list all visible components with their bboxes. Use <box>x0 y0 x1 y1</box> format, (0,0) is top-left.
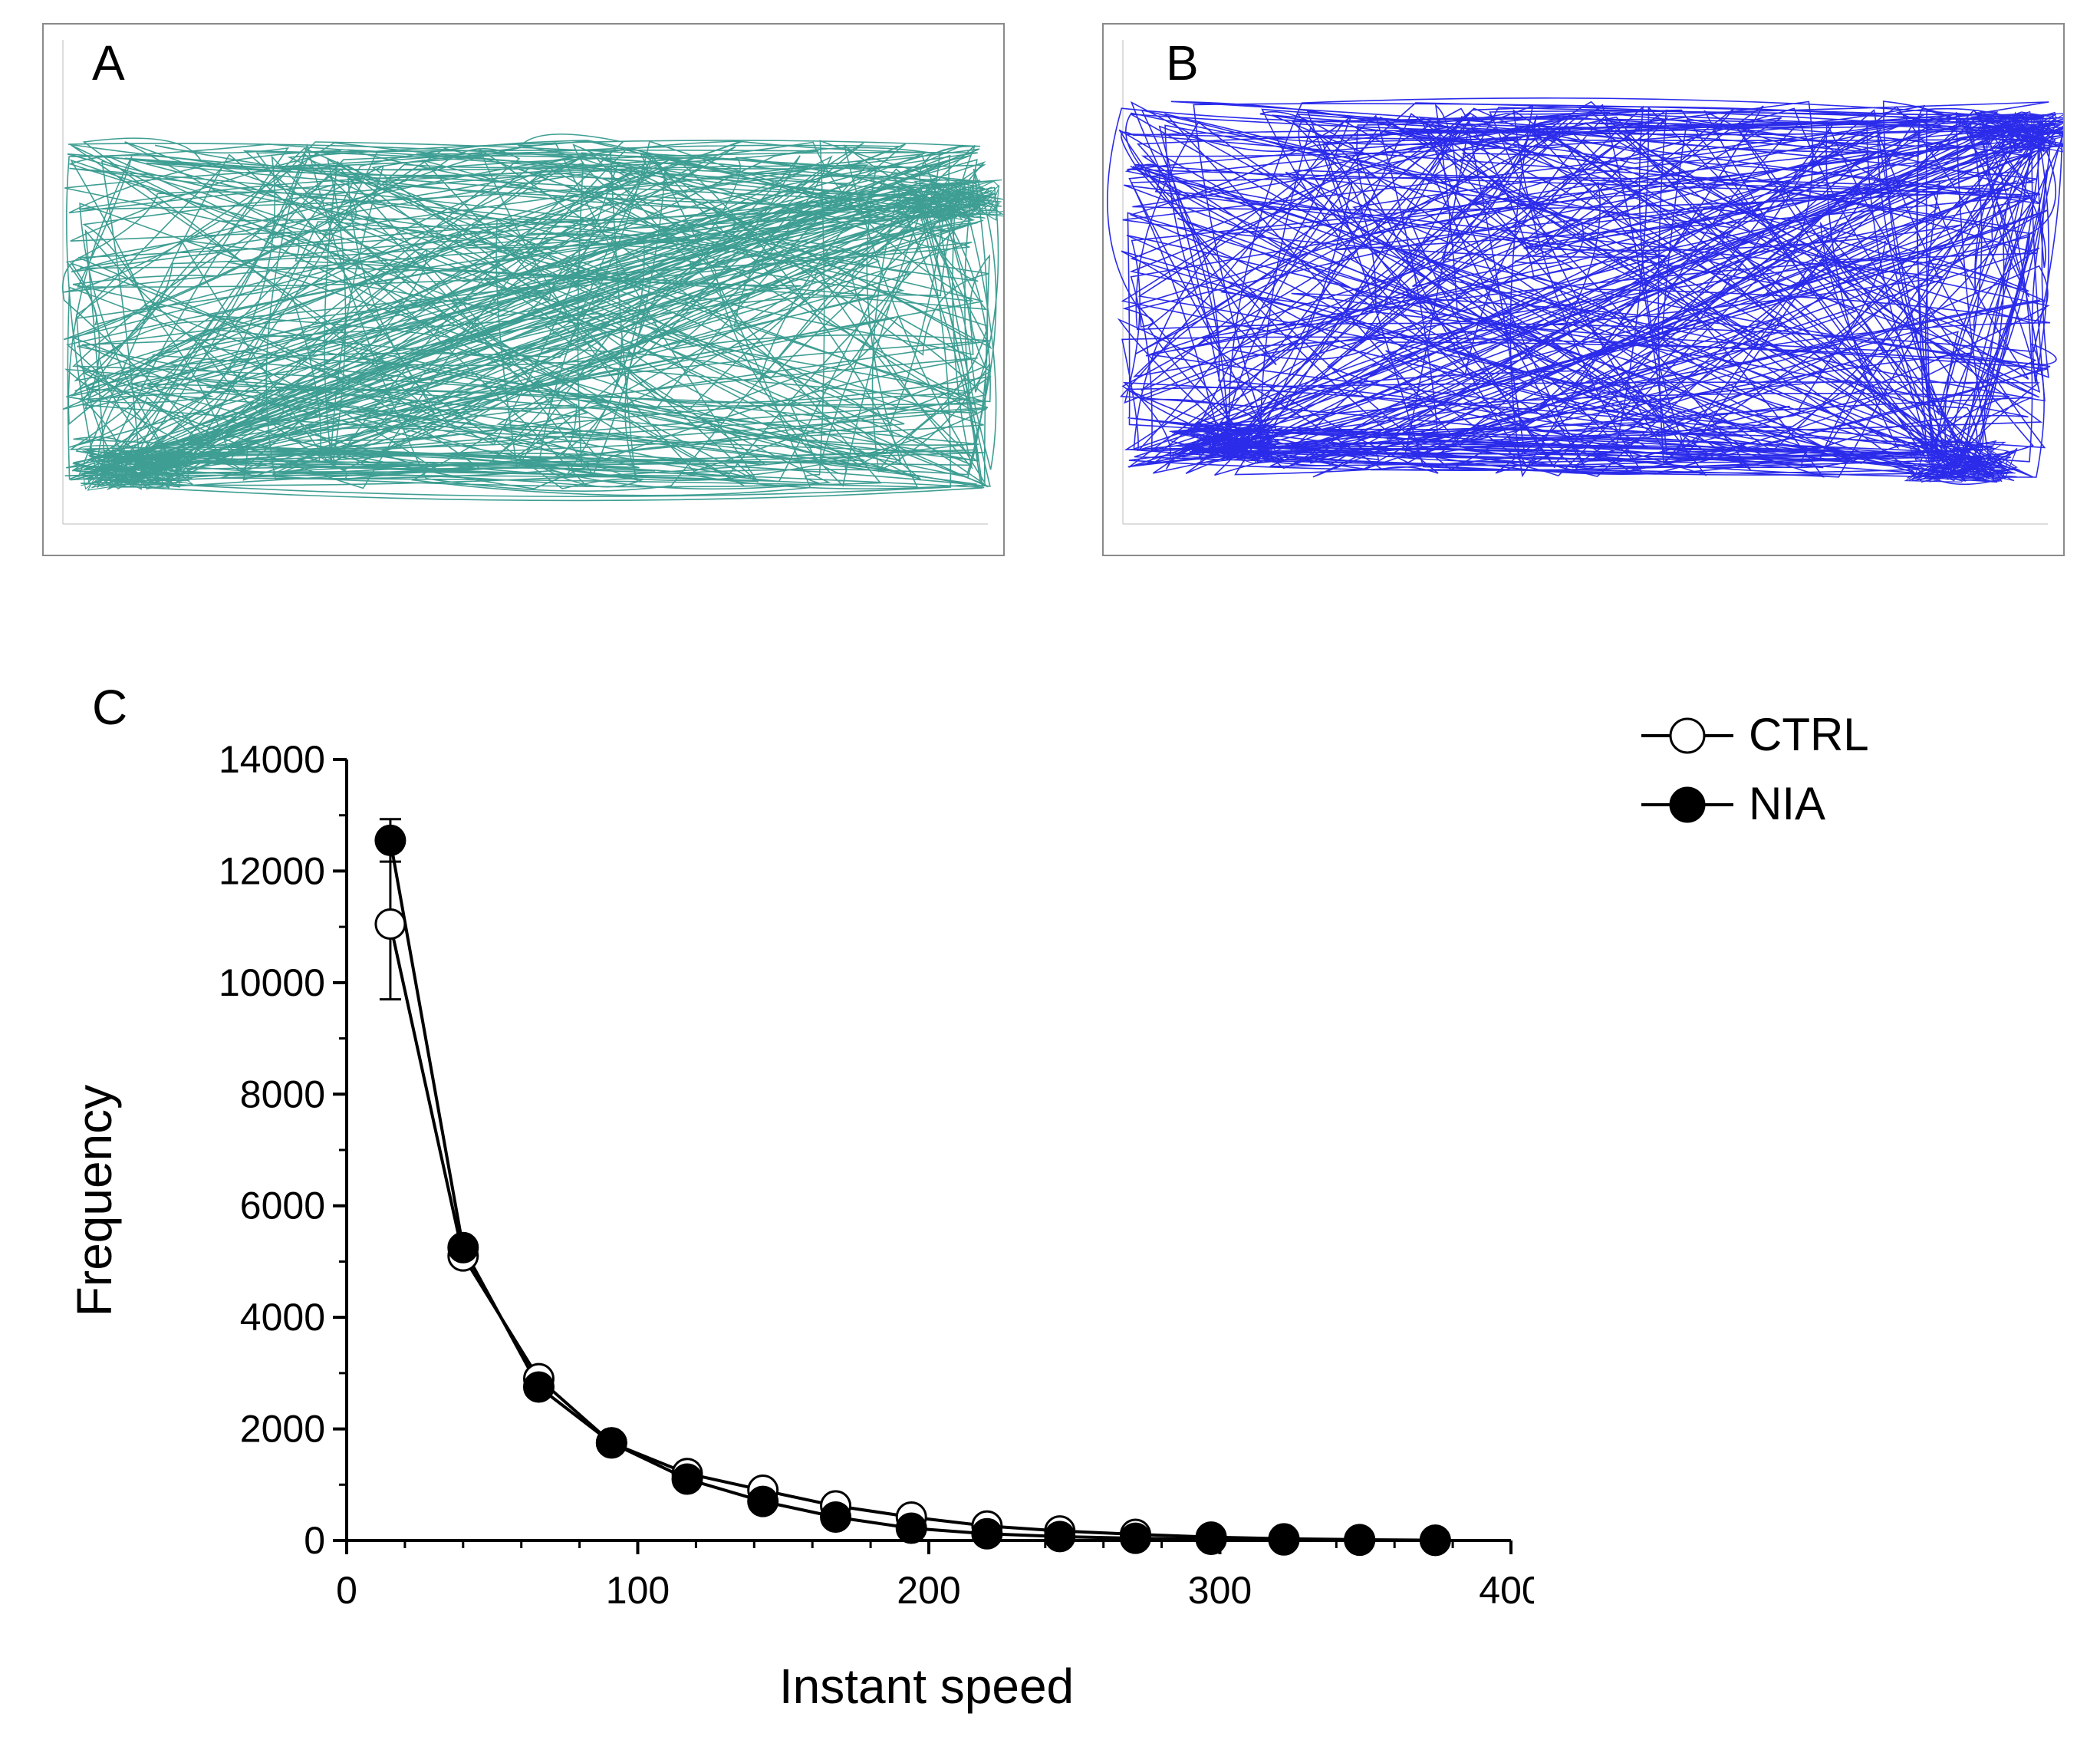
data-point-nia <box>747 1485 779 1517</box>
data-point-nia <box>1344 1524 1376 1557</box>
panel-label-b: B <box>1166 35 1199 91</box>
series-line-ctrl <box>388 924 1436 1542</box>
panel-b <box>1102 23 2082 556</box>
panel-label-a: A <box>92 35 125 91</box>
series-line-nia <box>388 840 1436 1542</box>
data-point-nia <box>1268 1524 1300 1556</box>
data-point-nia <box>971 1517 1003 1550</box>
legend: CTRL NIA <box>1634 702 1986 840</box>
data-point-nia <box>1119 1522 1151 1554</box>
x-tick-label: 100 <box>606 1569 670 1612</box>
panel-label-c: C <box>92 680 128 735</box>
series-layer <box>374 818 1451 1557</box>
y-tick-label: 0 <box>304 1519 325 1562</box>
data-point-nia <box>1419 1524 1451 1557</box>
y-axis-title: Frequency <box>67 1085 122 1316</box>
filled-circle-marker-icon <box>1641 786 1733 823</box>
x-axis-title: Instant speed <box>779 1659 1074 1714</box>
legend-item-ctrl: CTRL <box>1634 702 1986 771</box>
data-point-nia <box>522 1371 555 1403</box>
data-point-nia <box>447 1231 479 1264</box>
y-tick-label: 14000 <box>219 738 325 781</box>
data-point-nia <box>1044 1521 1076 1553</box>
y-tick-label: 8000 <box>240 1072 325 1115</box>
data-point-nia <box>671 1463 703 1495</box>
legend-label-ctrl: CTRL <box>1749 709 1869 760</box>
y-tick-label: 12000 <box>219 849 325 892</box>
axes: 0 2000 4000 6000 8000 10000 12000 14000 0 100 200 3… <box>219 738 1534 1612</box>
data-point-nia <box>820 1501 852 1533</box>
data-point-nia <box>374 824 407 856</box>
trajectory-plot-a <box>61 40 1007 525</box>
y-tick-label: 2000 <box>240 1408 325 1451</box>
legend-label-nia: NIA <box>1749 778 1826 829</box>
data-point-nia <box>895 1512 927 1544</box>
panel-a <box>42 23 1007 556</box>
trajectory-plot-b <box>1107 40 2082 525</box>
legend-item-nia: NIA <box>1634 771 1986 840</box>
x-tick-label: 0 <box>336 1569 357 1612</box>
y-tick-label: 10000 <box>219 961 325 1004</box>
data-point-nia <box>1195 1524 1227 1556</box>
x-tick-label: 200 <box>897 1569 960 1612</box>
x-tick-label: 400 <box>1479 1569 1534 1612</box>
speed-frequency-chart: 0 2000 4000 6000 8000 10000 12000 14000 0 100 200 3… <box>67 738 1534 1714</box>
data-point-ctrl <box>374 908 407 941</box>
y-tick-label: 6000 <box>240 1185 325 1227</box>
y-tick-label: 4000 <box>240 1296 325 1339</box>
open-circle-marker-icon <box>1641 717 1733 754</box>
data-point-nia <box>595 1427 627 1459</box>
x-tick-label: 300 <box>1188 1569 1252 1612</box>
